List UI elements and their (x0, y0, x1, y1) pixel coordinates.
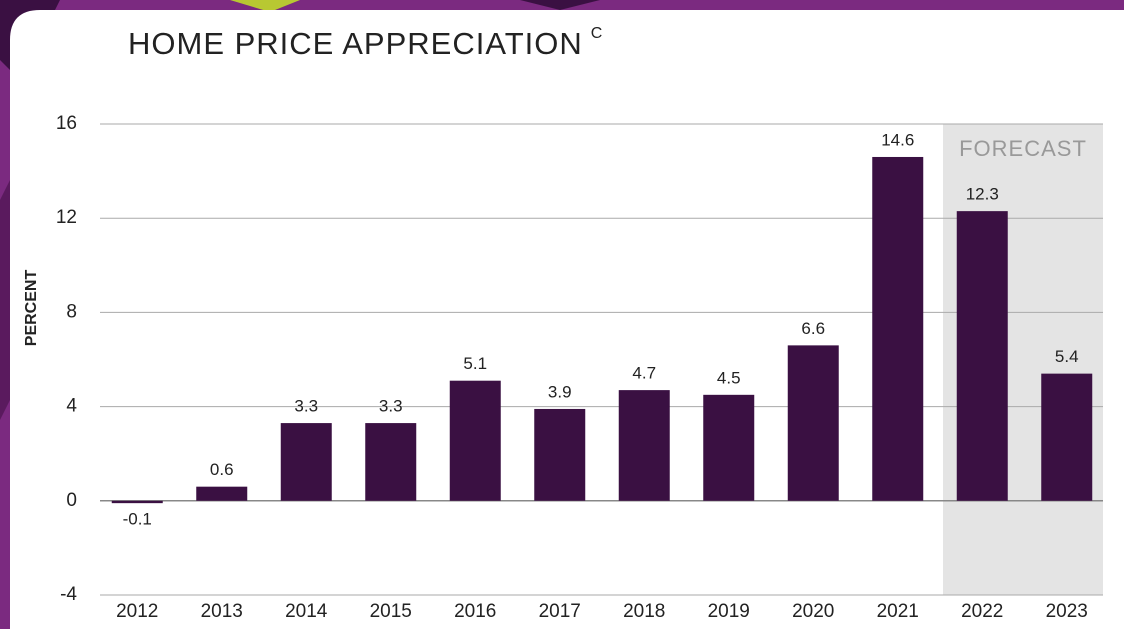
forecast-label: FORECAST (959, 136, 1087, 161)
value-label: 14.6 (881, 130, 914, 149)
value-label: 4.7 (632, 364, 656, 383)
y-tick-label: 4 (66, 396, 77, 417)
value-label: 3.3 (379, 397, 403, 416)
page: {"chart_data": {"type": "bar", "title": … (0, 0, 1124, 629)
value-label: 0.6 (210, 460, 234, 479)
bar (957, 211, 1008, 501)
y-tick-label: 0 (66, 490, 77, 511)
x-tick-label: 2023 (1046, 601, 1088, 622)
bar (788, 345, 839, 500)
bar (1041, 374, 1092, 501)
bar (196, 487, 247, 501)
y-tick-label: 16 (56, 113, 77, 134)
value-label: 4.5 (717, 368, 741, 387)
bar (703, 395, 754, 501)
y-tick-label: 12 (56, 207, 77, 228)
chart-title: HOME PRICE APPRECIATION C (128, 25, 603, 61)
bar (112, 501, 163, 503)
value-label: 6.6 (801, 319, 825, 338)
bar (534, 409, 585, 501)
y-axis-label: PERCENT (23, 270, 40, 347)
title-text: HOME PRICE APPRECIATION (128, 26, 583, 61)
x-tick-label: 2013 (201, 601, 243, 622)
x-tick-label: 2012 (116, 601, 158, 622)
x-tick-label: 2016 (454, 601, 496, 622)
x-tick-label: 2017 (539, 601, 581, 622)
x-tick-label: 2020 (792, 601, 834, 622)
bar (619, 390, 670, 501)
value-label: 3.3 (294, 397, 318, 416)
value-label: -0.1 (123, 510, 152, 529)
x-tick-label: 2022 (961, 601, 1003, 622)
bar (365, 423, 416, 501)
value-label: 5.1 (463, 354, 487, 373)
bar (450, 381, 501, 501)
x-tick-label: 2021 (877, 601, 919, 622)
x-tick-label: 2018 (623, 601, 665, 622)
chart: HOME PRICE APPRECIATION C PERCENT FORECAS… (0, 0, 1124, 629)
value-label: 12.3 (966, 185, 999, 204)
bar (872, 157, 923, 501)
x-tick-label: 2015 (370, 601, 412, 622)
y-tick-label: -4 (60, 584, 77, 605)
title-note: C (591, 25, 604, 42)
y-tick-label: 8 (66, 301, 77, 322)
value-label: 5.4 (1055, 347, 1079, 366)
value-label: 3.9 (548, 382, 572, 401)
x-tick-label: 2014 (285, 601, 328, 622)
bar (281, 423, 332, 501)
x-tick-label: 2019 (708, 601, 750, 622)
